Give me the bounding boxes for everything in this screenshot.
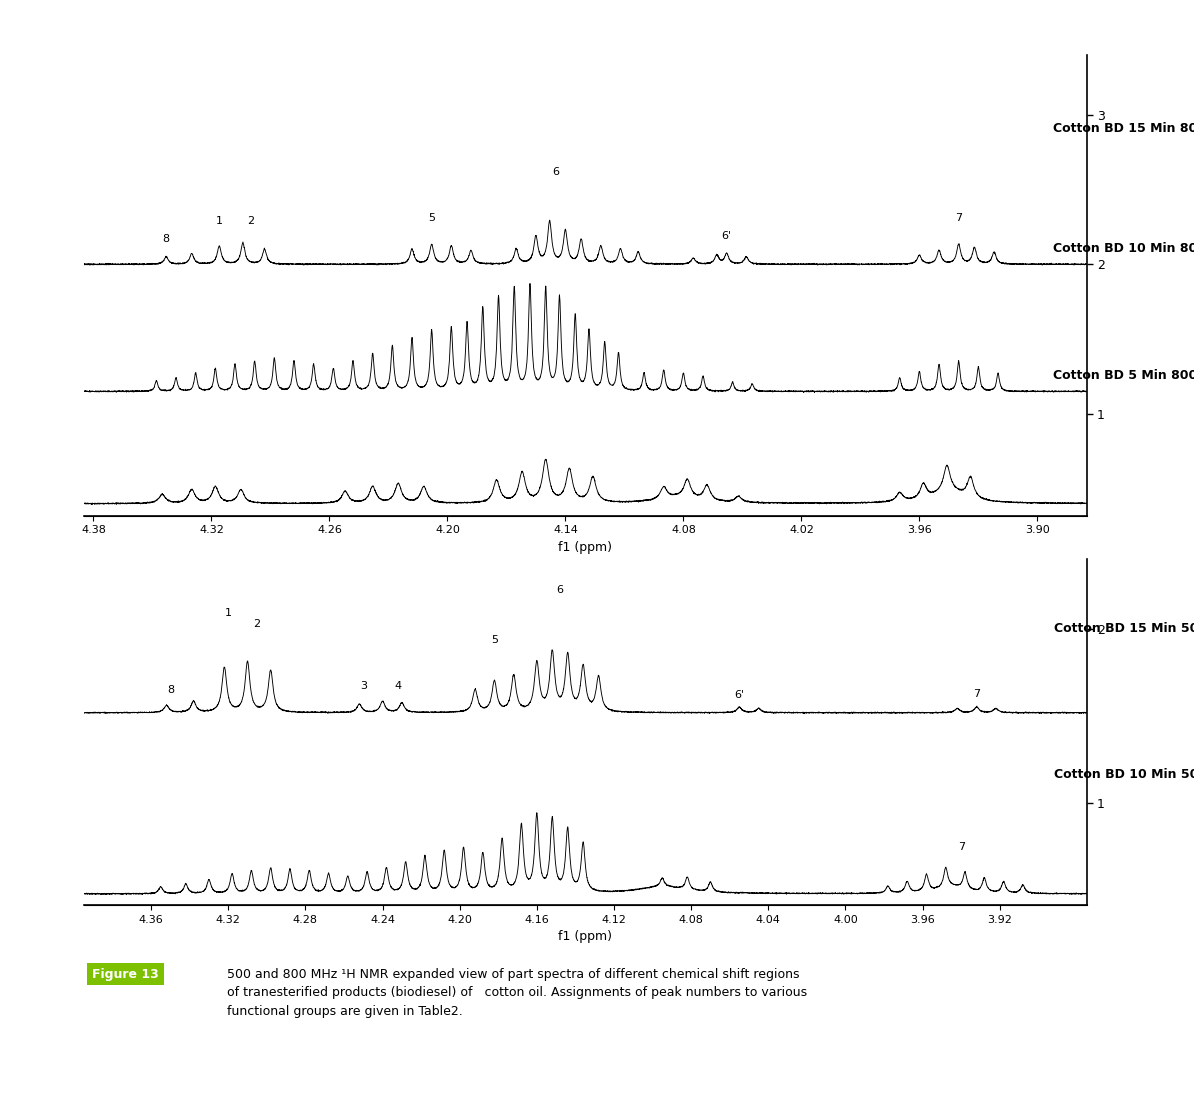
Text: 8: 8 xyxy=(167,685,174,695)
Text: 1: 1 xyxy=(216,216,223,226)
Text: Cotton BD 10 Min 500 MHz: Cotton BD 10 Min 500 MHz xyxy=(1054,769,1194,781)
Text: 4: 4 xyxy=(394,681,401,691)
Text: 5: 5 xyxy=(429,213,435,224)
Text: 1: 1 xyxy=(224,608,232,618)
Text: 6: 6 xyxy=(552,167,559,177)
Text: 2: 2 xyxy=(247,215,254,226)
X-axis label: f1 (ppm): f1 (ppm) xyxy=(558,930,613,943)
Text: 5: 5 xyxy=(491,635,498,645)
X-axis label: f1 (ppm): f1 (ppm) xyxy=(558,541,613,554)
Text: 6: 6 xyxy=(556,586,564,596)
Text: 6': 6' xyxy=(721,230,732,241)
Text: 8: 8 xyxy=(162,234,170,245)
Text: 6': 6' xyxy=(734,690,744,700)
Text: Cotton BD 5 Min 800MHz: Cotton BD 5 Min 800MHz xyxy=(1053,369,1194,382)
Text: 7: 7 xyxy=(973,689,980,699)
Text: 7: 7 xyxy=(958,841,965,851)
Text: 500 and 800 MHz ¹H NMR expanded view of part spectra of different chemical shift: 500 and 800 MHz ¹H NMR expanded view of … xyxy=(227,968,807,1018)
Text: Cotton BD 15 Min 800 MHz: Cotton BD 15 Min 800 MHz xyxy=(1053,122,1194,135)
Text: 7: 7 xyxy=(955,213,962,223)
Text: Cotton BD 15 Min 500 MHz: Cotton BD 15 Min 500 MHz xyxy=(1054,622,1194,635)
Text: 2: 2 xyxy=(253,619,260,629)
Text: Cotton BD 10 Min 800 MHz: Cotton BD 10 Min 800 MHz xyxy=(1053,241,1194,255)
Text: 3: 3 xyxy=(359,681,367,691)
Text: Figure 13: Figure 13 xyxy=(92,968,159,981)
